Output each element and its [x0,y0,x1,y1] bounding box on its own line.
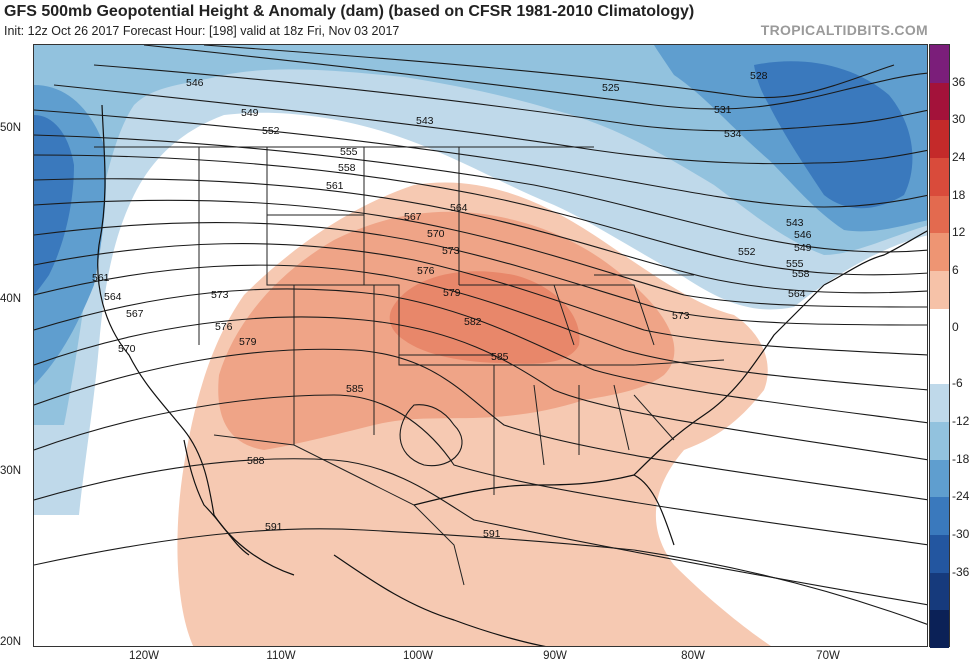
colorbar-tick-label: 30 [952,112,966,127]
colorbar-segment [930,158,949,196]
contour-label: 558 [792,268,810,280]
coastlines [97,104,927,646]
colorbar-segment [930,610,949,648]
contour-label: 573 [672,310,690,322]
forecast-info: Init: 12z Oct 26 2017 Forecast Hour: [19… [4,24,400,38]
negative-anomaly-medium [34,45,927,425]
contour-label: 585 [346,383,364,395]
contour-label: 573 [442,245,460,257]
colorbar-segment [930,120,949,159]
contour-label: 576 [417,265,435,277]
contour-label: 567 [126,308,144,320]
colorbar-tick-label: -24 [952,489,970,504]
contour-label: 528 [750,70,768,82]
colorbar-segment [930,195,949,234]
map-panel: 525 528 531 534 543 543 546 546 549 549 … [33,44,928,647]
negative-anomaly-deep [34,61,913,295]
colorbar-tick-label: -18 [952,451,970,466]
colorbar-tick-label: -12 [952,413,970,428]
colorbar-segment [930,271,949,309]
colorbar-segment [930,384,949,422]
contour-label: 549 [794,242,812,254]
lon-label-90w: 90W [543,650,567,662]
colorbar-segment [930,82,949,121]
colorbar-segment [930,572,949,611]
colorbar-segment [930,233,949,272]
lon-label-100w: 100W [402,650,434,662]
lon-label-120w: 120W [128,650,160,662]
contour-label: 567 [404,211,422,223]
contour-label: 525 [602,82,620,94]
lon-label-70w: 70W [816,650,840,662]
height-anomaly-map: 525 528 531 534 543 543 546 546 549 549 … [34,45,927,646]
contour-label: 552 [262,125,280,137]
colorbar-tick-label: 12 [952,225,966,240]
colorbar-segment [930,534,949,573]
colorbar-tick-label: 6 [952,263,959,278]
contour-label: 588 [247,455,265,467]
lat-label-50n: 50N [0,122,22,134]
contour-label: 534 [724,128,742,140]
colorbar-tick-label: 0 [952,319,959,334]
contour-label: 555 [786,258,804,270]
contour-label: 555 [340,146,358,158]
colorbar-tick-label: 18 [952,187,966,202]
contour-label: 579 [443,287,461,299]
colorbar-segment [930,45,949,83]
contour-label: 531 [714,104,732,116]
lat-label-40n: 40N [0,293,22,305]
contour-label: 552 [738,246,756,258]
contour-label: 564 [450,202,468,214]
contour-label: 543 [416,115,434,127]
lat-label-30n: 30N [0,465,22,477]
colorbar-tick-label: -36 [952,564,970,579]
colorbar-tick-label: -6 [952,376,963,391]
contour-label: 543 [786,217,804,229]
contour-label: 576 [215,321,233,333]
contour-label: 585 [491,351,509,363]
political-boundaries [94,146,725,586]
lon-label-110w: 110W [266,650,296,662]
colorbar-segment [930,497,949,535]
contour-label: 546 [794,229,812,241]
contour-label: 561 [326,180,344,192]
contour-label: 570 [427,228,445,240]
contour-labels: 525 528 531 534 543 543 546 546 549 549 … [92,70,812,540]
colorbar-tick-label: 24 [952,150,966,165]
contour-label: 579 [239,336,257,348]
colorbar-tick-label: 36 [952,74,966,89]
contour-label: 549 [241,107,259,119]
contour-label: 582 [464,316,482,328]
contour-label: 561 [92,272,110,284]
contour-label: 564 [788,288,806,300]
colorbar-tick-label: -30 [952,526,970,541]
contour-label: 558 [338,162,356,174]
colorbar-segment [930,459,949,498]
contour-label: 591 [483,528,501,540]
contour-label: 573 [211,289,229,301]
colorbar-segment [930,346,949,385]
anomaly-colorbar [929,44,950,648]
lon-label-80w: 80W [681,650,705,662]
positive-anomaly-strong [389,271,580,364]
site-credit: TROPICALTIDBITS.COM [760,22,928,38]
chart-title: GFS 500mb Geopotential Height & Anomaly … [4,3,695,20]
colorbar-segment [930,421,949,460]
height-contours [34,45,927,625]
contour-label: 591 [265,521,283,533]
contour-label: 546 [186,77,204,89]
lat-label-20n: 20N [0,636,22,648]
contour-label: 570 [118,343,136,355]
contour-label: 564 [104,291,122,303]
colorbar-segment [930,308,949,347]
